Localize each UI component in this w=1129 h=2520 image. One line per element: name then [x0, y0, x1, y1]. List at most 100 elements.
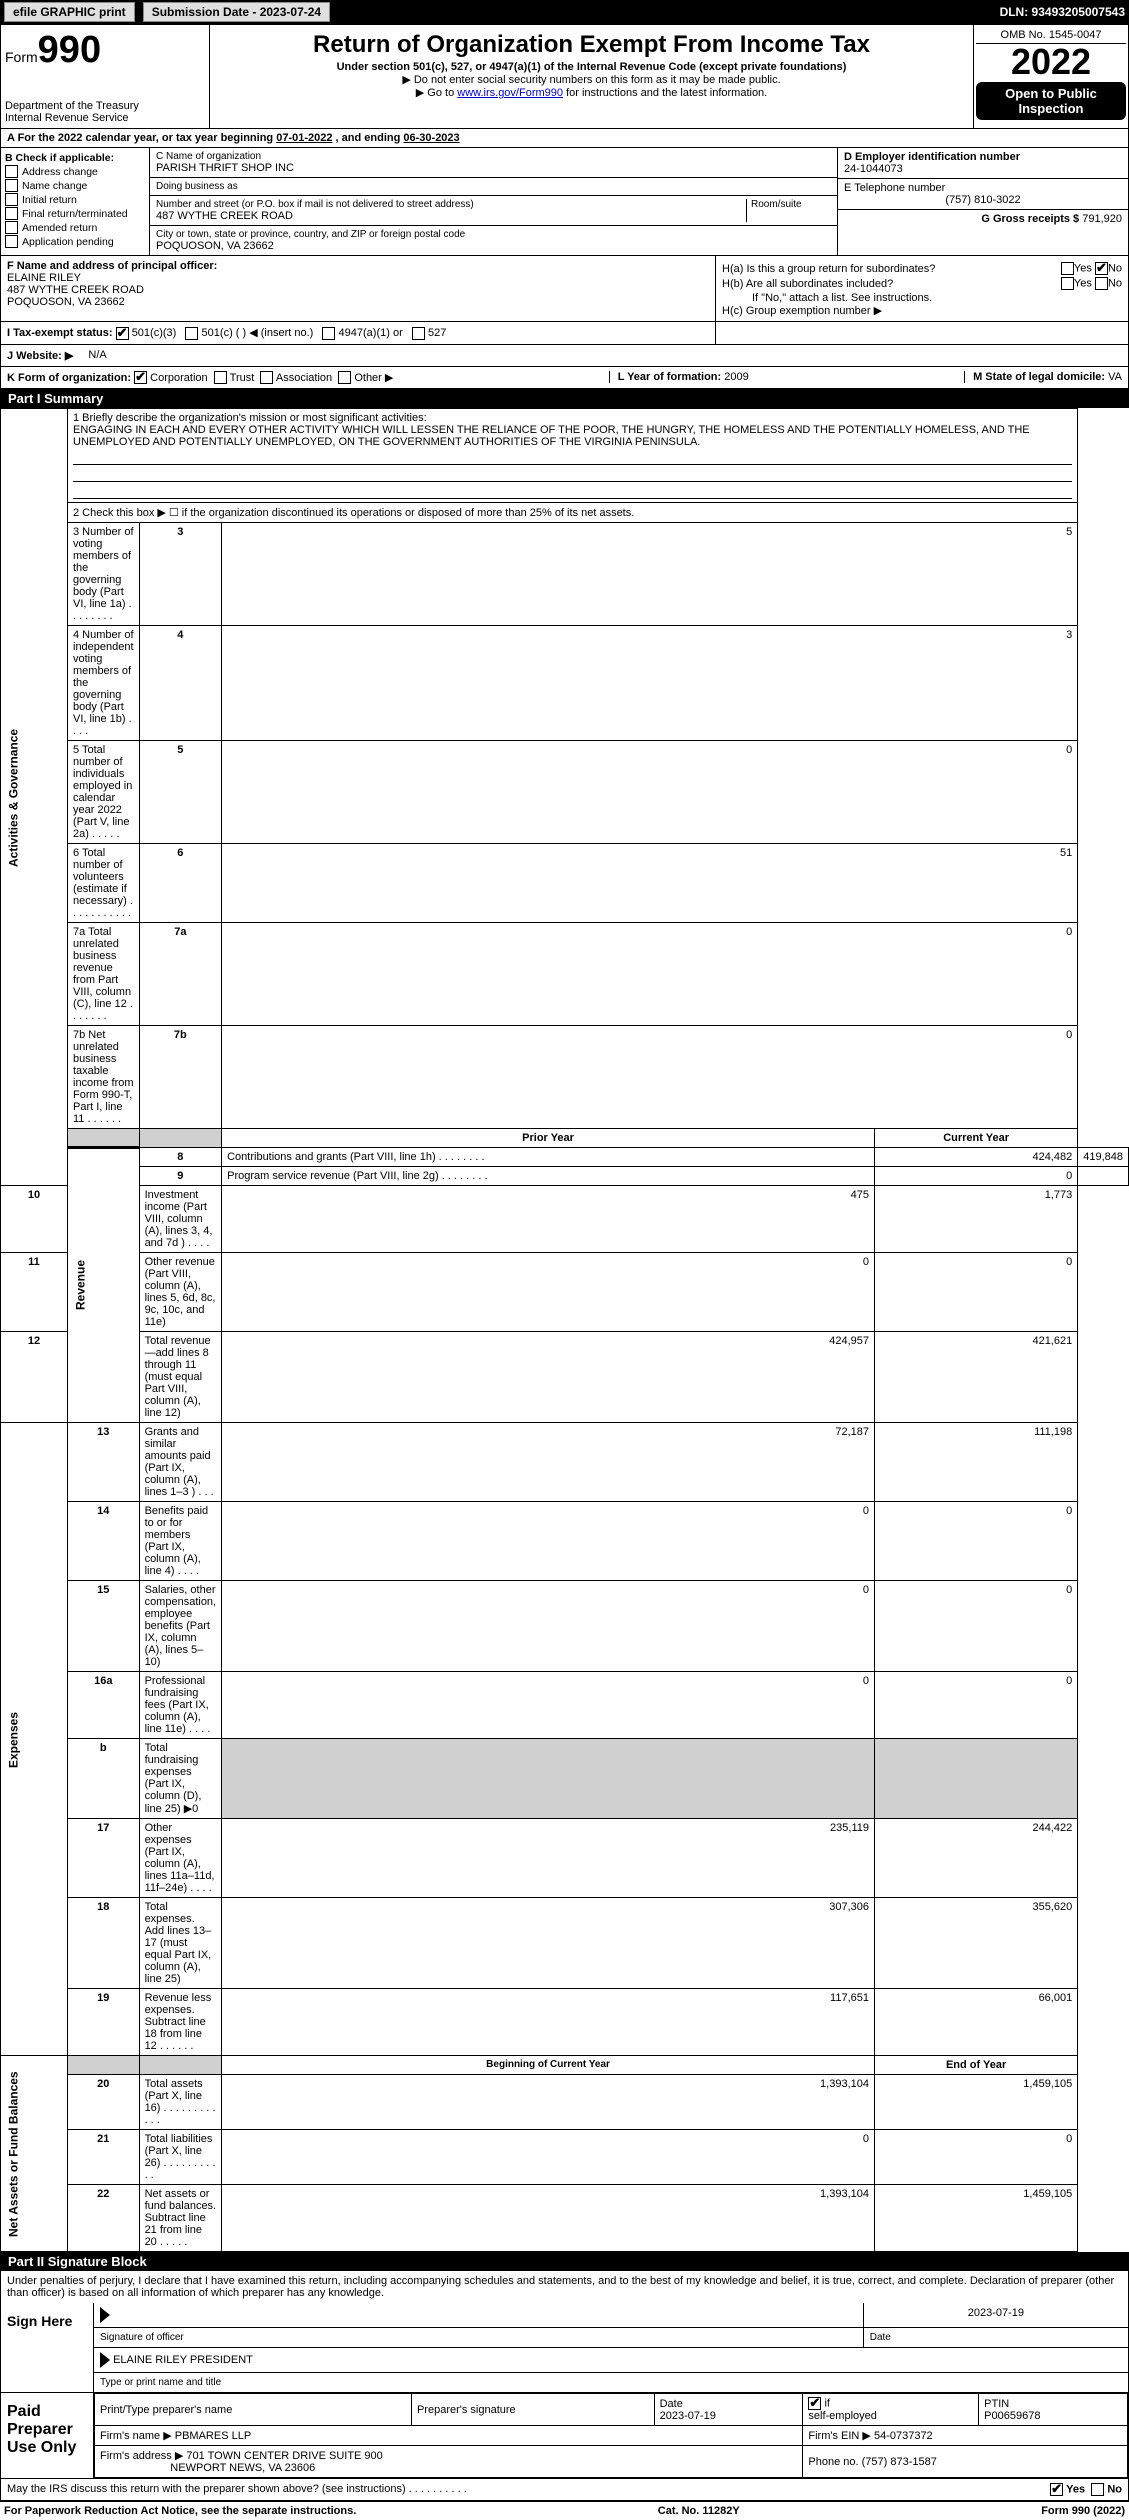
l8-text: Contributions and grants (Part VIII, lin… [222, 1148, 875, 1167]
website-value: N/A [88, 349, 106, 361]
check-self-employed: ifself-employed [803, 2394, 979, 2426]
period-mid: , and ending [336, 132, 404, 144]
boy-hdr: Beginning of Current Year [222, 2056, 875, 2075]
box-h: H(a) Is this a group return for subordin… [715, 256, 1128, 321]
l13-num: 13 [68, 1423, 140, 1502]
efile-topbar: efile GRAPHIC print Submission Date - 20… [0, 0, 1129, 24]
cb-initial-return[interactable] [5, 193, 18, 206]
firm-addr1: 701 TOWN CENTER DRIVE SUITE 900 [186, 2450, 382, 2462]
firm-name: PBMARES LLP [175, 2430, 251, 2442]
hb-no[interactable] [1095, 277, 1108, 290]
l20-curr: 1,459,105 [874, 2075, 1077, 2130]
gross-receipts-label: G Gross receipts $ [981, 213, 1079, 225]
h-c-label: H(c) Group exemption number ▶ [722, 304, 1122, 317]
lbl-initial-return: Initial return [22, 194, 77, 206]
l16a-num: 16a [68, 1672, 140, 1739]
period-label: A For the 2022 calendar year, or tax yea… [7, 132, 276, 144]
prep-date-val: 2023-07-19 [660, 2410, 716, 2422]
cb-address-change[interactable] [5, 165, 18, 178]
l8-curr: 419,848 [1078, 1148, 1129, 1167]
sig-date-value: 2023-07-19 [864, 2303, 1128, 2327]
l18-curr: 355,620 [874, 1898, 1077, 1989]
opt-501c: 501(c) ( ) ◀ (insert no.) [202, 327, 314, 339]
lbl-yes: Yes [1074, 262, 1092, 274]
ein-value: 24-1044073 [844, 163, 1122, 175]
cb-corp[interactable] [134, 371, 147, 384]
part-ii-header: Part II Signature Block [0, 2252, 1129, 2271]
l5-num: 5 [139, 741, 222, 844]
sect-expenses-label: Expenses [1, 1423, 68, 2056]
form990-link[interactable]: www.irs.gov/Form990 [457, 87, 563, 99]
sig-date-label: Date [864, 2328, 1128, 2347]
l4-val: 3 [222, 626, 1078, 741]
open-to-public-badge: Open to Public Inspection [976, 82, 1126, 120]
l7a-val: 0 [222, 923, 1078, 1026]
tax-period-row: A For the 2022 calendar year, or tax yea… [0, 129, 1129, 148]
cb-assoc[interactable] [260, 371, 273, 384]
form-subtitle-3: ▶ Go to www.irs.gov/Form990 for instruct… [216, 86, 967, 99]
cb-501c[interactable] [185, 327, 198, 340]
cb-527[interactable] [412, 327, 425, 340]
prep-date-label: Date [660, 2398, 683, 2410]
l21-prior: 0 [222, 2130, 875, 2185]
firm-ein-label: Firm's EIN ▶ [808, 2430, 871, 2442]
cb-name-change[interactable] [5, 179, 18, 192]
ha-no[interactable] [1095, 262, 1108, 275]
cb-501c3[interactable] [116, 327, 129, 340]
l15-text: Salaries, other compensation, employee b… [139, 1581, 222, 1672]
cb-self-employed[interactable] [808, 2397, 821, 2410]
cb-trust[interactable] [214, 371, 227, 384]
form-number: 990 [38, 29, 101, 71]
box-f-h: F Name and address of principal officer:… [0, 256, 1129, 322]
l22-text: Net assets or fund balances. Subtract li… [139, 2185, 222, 2252]
l14-text: Benefits paid to or for members (Part IX… [139, 1502, 222, 1581]
firm-ein: 54-0737372 [874, 2430, 933, 2442]
cat-no: Cat. No. 11282Y [658, 2505, 740, 2517]
cb-4947[interactable] [322, 327, 335, 340]
l16b-num: b [68, 1739, 140, 1819]
l3-val: 5 [222, 523, 1078, 626]
l19-num: 19 [68, 1989, 140, 2056]
discuss-no[interactable] [1091, 2483, 1104, 2496]
l12-curr: 421,621 [874, 1332, 1077, 1423]
l18-prior: 307,306 [222, 1898, 875, 1989]
discuss-yes-label: Yes [1066, 2484, 1085, 2496]
box-b-title: B Check if applicable: [5, 152, 145, 164]
room-label: Room/suite [751, 199, 831, 210]
hb-yes[interactable] [1061, 277, 1074, 290]
line1-label: 1 Briefly describe the organization's mi… [73, 412, 1072, 424]
city-value: POQUOSON, VA 23662 [156, 240, 831, 252]
l10-prior: 475 [222, 1186, 875, 1253]
cb-final-return[interactable] [5, 207, 18, 220]
efile-graphic-label: efile GRAPHIC print [4, 2, 135, 22]
officer-name-title: ELAINE RILEY PRESIDENT [113, 2354, 253, 2366]
goto-pre: ▶ Go to [416, 87, 457, 99]
part-i-header: Part I Summary [0, 389, 1129, 408]
ha-yes[interactable] [1061, 262, 1074, 275]
l5-text: 5 Total number of individuals employed i… [68, 741, 140, 844]
l9-text: Program service revenue (Part VIII, line… [222, 1167, 875, 1186]
l12-text: Total revenue—add lines 8 through 11 (mu… [139, 1332, 222, 1423]
opt-4947: 4947(a)(1) or [339, 327, 403, 339]
box-l: L Year of formation: 2009 [609, 371, 749, 383]
signature-block: Under penalties of perjury, I declare th… [0, 2271, 1129, 2501]
firm-addr-label: Firm's address ▶ [100, 2450, 183, 2462]
l11-text: Other revenue (Part VIII, column (A), li… [139, 1253, 222, 1332]
prep-sig-label: Preparer's signature [411, 2394, 654, 2426]
cb-amended[interactable] [5, 221, 18, 234]
l7b-num: 7b [139, 1026, 222, 1129]
eoy-hdr: End of Year [874, 2056, 1077, 2075]
l14-num: 14 [68, 1502, 140, 1581]
prior-year-hdr: Prior Year [222, 1129, 875, 1148]
l17-text: Other expenses (Part IX, column (A), lin… [139, 1819, 222, 1898]
l17-curr: 244,422 [874, 1819, 1077, 1898]
discuss-yes[interactable] [1050, 2483, 1063, 2496]
l17-prior: 235,119 [222, 1819, 875, 1898]
cb-other[interactable] [338, 371, 351, 384]
cb-app-pending[interactable] [5, 235, 18, 248]
lbl-amended: Amended return [22, 222, 97, 234]
lbl-no: No [1108, 262, 1122, 274]
opt-527: 527 [428, 327, 446, 339]
l10-text: Investment income (Part VIII, column (A)… [139, 1186, 222, 1253]
irs-label: Internal Revenue Service [5, 112, 205, 124]
